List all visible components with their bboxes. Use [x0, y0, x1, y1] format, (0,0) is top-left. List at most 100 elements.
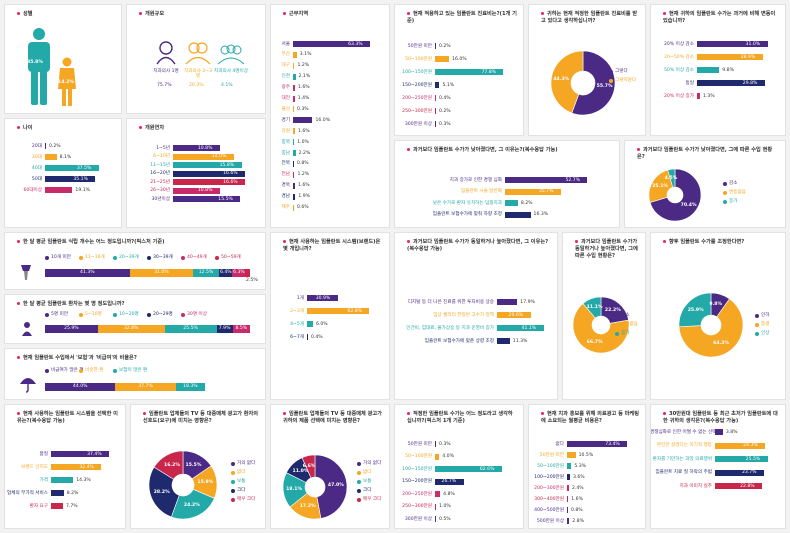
bar — [567, 485, 569, 491]
legend-label: 비슷한 편 — [85, 368, 104, 373]
stack-value: 44.0% — [72, 384, 88, 389]
bar-value: 35.1% — [73, 176, 88, 182]
bar-value: 0.8% — [297, 161, 309, 167]
legend-label: 그렇다 — [615, 69, 628, 74]
pie-value: 9.8% — [709, 302, 723, 308]
stack-segment — [244, 269, 250, 277]
bar-value: 16.3% — [533, 212, 549, 217]
bar — [51, 464, 102, 470]
stack-value: 2.5% — [246, 278, 258, 283]
bar — [293, 62, 295, 69]
bar — [51, 477, 74, 483]
legend-label: 변동없음 — [729, 190, 746, 195]
bar-label: 업체의 부가적 서비스 — [7, 490, 48, 496]
bar-value: 62.6% — [479, 466, 495, 472]
bar — [307, 321, 313, 327]
bar — [435, 69, 504, 75]
bar-value: 63.3% — [348, 41, 363, 47]
bar — [435, 43, 436, 49]
stack-value: 32.8% — [123, 326, 139, 331]
bar-label: 200~300만원 — [534, 485, 564, 491]
bar-label: 50만원 미만 — [407, 441, 432, 447]
legend-label: 비급여가 많은 편 — [51, 368, 84, 373]
legend-dot — [357, 480, 361, 484]
bar-label: 경쟁심화로 인한 어쩔 수 없는 선택 — [650, 429, 717, 435]
legend-dot — [147, 256, 151, 260]
pie-slice — [153, 450, 184, 480]
legend-dot — [615, 314, 619, 318]
bar — [293, 117, 313, 124]
panel-years: 개원연차 1~5년 10.8% 6~10년 14.0% 11~15년 15.8% 16~20… — [126, 118, 266, 228]
bar-label: 60대이상 — [23, 187, 42, 193]
bar — [45, 176, 96, 182]
bar — [697, 67, 720, 73]
stack-segment — [129, 269, 194, 277]
clinic-size-value: 4.1% — [221, 83, 233, 88]
legend-dot — [79, 313, 83, 317]
bar-label: 부산 — [281, 52, 290, 58]
bar — [293, 51, 297, 58]
bar — [715, 456, 768, 462]
pie-svg — [572, 296, 630, 354]
legend-dot — [181, 256, 185, 260]
panel-proper-fee: 적정한 임플란트 수가는 어느 정도라고 생각하십니까?(픽스처 1개 기준) … — [394, 404, 524, 529]
bar-label: 50~100만원 — [405, 454, 432, 459]
bar-value: 32.4% — [79, 464, 94, 470]
bar-label: 16~20년 — [150, 171, 170, 176]
bar-label: 150~200만원 — [402, 82, 432, 88]
stack-segment — [193, 269, 219, 277]
bar-label: 11~15년 — [150, 162, 170, 168]
bar-label: 인건비, 임대료, 물가상승 등 치과 운영비 증가 — [406, 325, 494, 331]
bar-label: 6~7개 — [290, 334, 304, 340]
bar-value: 8.1% — [59, 154, 72, 160]
bar-label: 광주 — [281, 85, 290, 91]
stack-segment — [45, 325, 98, 333]
bar-value: 29.8% — [742, 80, 758, 86]
legend-label: 보통 — [237, 479, 246, 484]
bar-label: 대전 — [281, 96, 290, 101]
bar-label: 낮은 수가로 환자 유치하는 덤핑치과 — [432, 200, 502, 206]
bar — [505, 177, 588, 183]
legend-label: 크다 — [363, 488, 372, 493]
bar — [567, 507, 568, 513]
panel-low-fee-reason: 30만원대 임플란트 등 최근 초저가 임플란트에 대한 귀하의 생각은?(복수… — [650, 404, 786, 529]
legend-label: 30~39개 — [153, 255, 173, 260]
panel-region: 근무지역 서울 63.3% 부산 3.1% 대구 1.2% 인천 2.1% 광주 1.6% 대전 1.… — [270, 4, 390, 228]
stack-value: 25.9% — [64, 326, 79, 331]
bar-value: 52.7% — [565, 177, 581, 183]
bar-label: 충북 — [281, 139, 290, 145]
legend-label: 5~10명 — [85, 312, 102, 317]
bar — [307, 334, 308, 340]
panel-age: 나이 20대 0.2% 30대 8.1% 40대 37.5% 50대 35.1% 60대이상 19… — [4, 118, 122, 228]
bar-value: 1.6% — [297, 183, 310, 189]
bar-label: 가격 — [39, 477, 48, 483]
pie-value: 6.6% — [302, 463, 316, 469]
stack-segment — [45, 269, 130, 277]
stack-segment — [45, 383, 116, 391]
bar — [567, 518, 570, 524]
bar — [45, 187, 73, 193]
legend-label: 감소 — [621, 313, 630, 318]
bar-label: 임플란트 보험수가에 맞춘 상향 조정 — [424, 338, 494, 344]
panel-title: 향후 임플란트 수가를 조정한다면? — [663, 239, 779, 246]
panel-monthly-patients: 한 달 평균 임플란트 환자는 몇 명 정도입니까? 5명 미만 5~10명 10~… — [4, 294, 266, 344]
female-pct: 14.2% — [58, 80, 74, 85]
panel-income-drop: 과거보다 임플란트 수가가 낮아졌다면, 그에 따른 수입 현황은? 70.4%… — [624, 140, 786, 228]
bar-value: 1.0% — [297, 139, 309, 145]
legend-label: 감소 — [729, 181, 738, 186]
bar-value: 6.0% — [315, 321, 328, 327]
stack-value: 12.5% — [198, 270, 214, 275]
bar-label: 디지털 등 더 나은 진료를 위한 투자비용 상승 — [407, 299, 494, 305]
bar-value: 29.6% — [508, 312, 524, 318]
bar — [435, 466, 502, 472]
bar — [697, 93, 700, 99]
bar-label: 400~500만원 — [534, 507, 564, 513]
bar-value: 35.7% — [538, 189, 554, 194]
panel-title: 현재 임플란트 수입에서 '보험'과 '비급여'의 비율은? — [17, 355, 259, 362]
dentist-many-icon — [217, 44, 245, 65]
stack-segment — [97, 325, 165, 333]
legend-dot — [723, 182, 727, 186]
stack-segment — [164, 325, 217, 333]
bar-value: 24.3% — [743, 443, 758, 448]
bar — [435, 441, 436, 447]
